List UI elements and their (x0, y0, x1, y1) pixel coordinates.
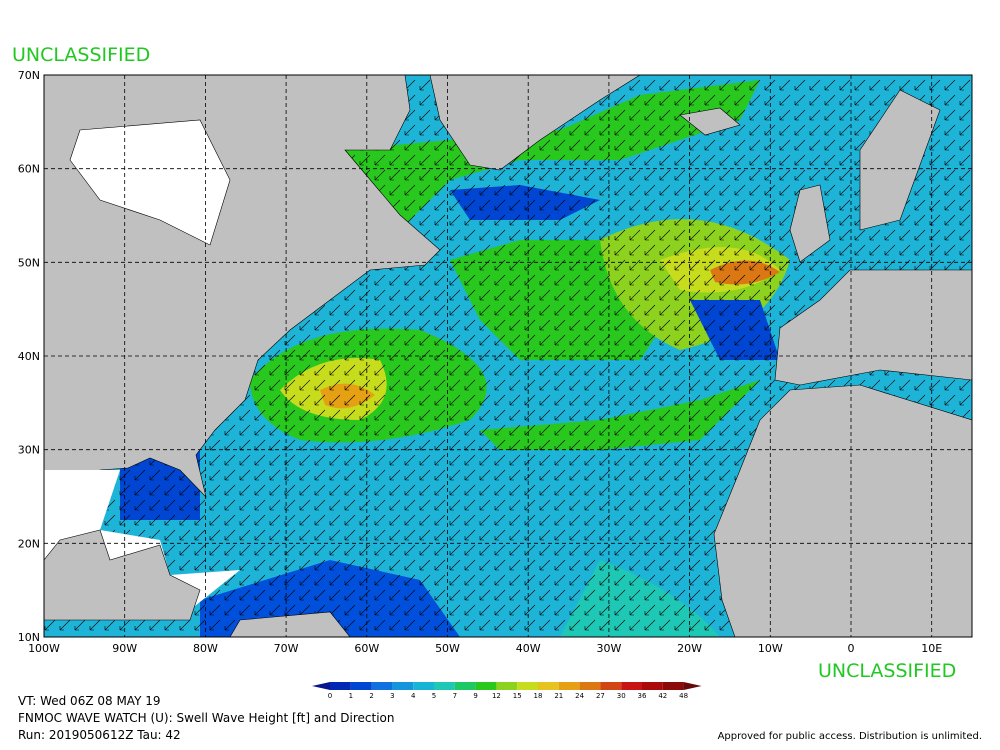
colorbar-label: 3 (390, 692, 394, 700)
colorbar-box (642, 682, 663, 690)
colorbar-box (392, 682, 414, 690)
colorbar-label: 15 (513, 692, 522, 700)
colorbar-box (538, 682, 559, 690)
product: FNMOC WAVE WATCH (U): Swell Wave Height … (18, 711, 395, 725)
colorbar-label: 12 (492, 692, 501, 700)
colorbar-label: 4 (411, 692, 416, 700)
colorbar-label: 36 (638, 692, 647, 700)
africa (713, 384, 972, 637)
land (44, 529, 201, 621)
lon-label: 70W (274, 642, 299, 655)
colorbar-box (434, 682, 455, 690)
colorbar-box (330, 682, 351, 690)
colorbar-label: 1 (349, 692, 353, 700)
colorbar-box (454, 682, 476, 690)
swell-region (560, 560, 720, 637)
colorbar-label: 9 (473, 692, 477, 700)
colorbar-label: 30 (617, 692, 626, 700)
colorbar-end (312, 682, 330, 690)
lat-label: 50N (18, 256, 40, 269)
swell-region (450, 185, 600, 220)
colorbar-label: 5 (432, 692, 436, 700)
colorbar-label: 21 (554, 692, 563, 700)
map-frame (43, 74, 973, 638)
swell-region (710, 260, 780, 285)
lon-label: 60W (354, 642, 379, 655)
lon-label: 10W (758, 642, 783, 655)
colorbar-label: 24 (575, 692, 584, 700)
colorbar-box (350, 682, 372, 690)
lat-label: 40N (18, 350, 40, 363)
iceland (679, 107, 741, 136)
lon-label: 20W (677, 642, 702, 655)
lat-label: 20N (18, 537, 40, 550)
lon-label: 90W (112, 642, 137, 655)
lon-label: 80W (193, 642, 218, 655)
colorbar-box (662, 682, 684, 690)
colorbar-box (496, 682, 518, 690)
colorbar-label: 0 (328, 692, 332, 700)
land (229, 611, 351, 637)
colorbar-box (371, 682, 393, 690)
disclaimer: Approved for public access. Distribution… (718, 731, 982, 742)
colorbar-box (558, 682, 580, 690)
lat-label: 30N (18, 444, 40, 457)
lon-label: 40W (516, 642, 541, 655)
colorbar-label: 27 (596, 692, 605, 700)
colorbar-box (579, 682, 601, 690)
colorbar-box (517, 682, 538, 690)
lat-label: 10N (18, 631, 40, 644)
colorbar-box (475, 682, 497, 690)
classification: UNCLASSIFIED (12, 44, 150, 66)
greenland (429, 75, 641, 171)
colorbar-label: 48 (679, 692, 688, 700)
lon-label: 100W (28, 642, 60, 655)
lon-label: 10E (921, 642, 942, 655)
valid-time: VT: Wed 06Z 08 MAY 19 (18, 694, 161, 708)
colorbar-end (683, 682, 702, 690)
map (44, 75, 972, 637)
britain (789, 184, 831, 263)
europe (774, 75, 972, 386)
lon-label: 50W (435, 642, 460, 655)
colorbar-label: 2 (369, 692, 373, 700)
hudson-bay (69, 119, 231, 246)
colorbar-box (621, 682, 642, 690)
colorbar-label: 18 (534, 692, 543, 700)
lon-label: 0 (848, 642, 855, 655)
classification: UNCLASSIFIED (818, 660, 956, 682)
colorbar-label: 42 (658, 692, 667, 700)
colorbar-label: 7 (453, 692, 457, 700)
lat-label: 70N (18, 69, 40, 82)
lon-label: 30W (596, 642, 621, 655)
colorbar-box (600, 682, 622, 690)
lat-label: 60N (18, 163, 40, 176)
run: Run: 2019050612Z Tau: 42 (18, 728, 181, 742)
colorbar-box (413, 682, 434, 690)
